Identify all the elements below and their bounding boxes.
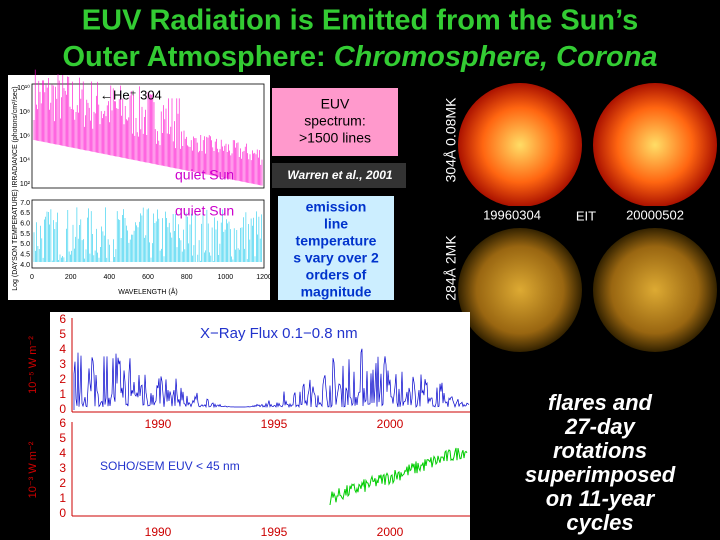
tick-label: 0 [30,274,34,281]
tick-label: 4.5 [20,252,30,259]
tick-label: 7.0 [20,200,30,207]
box-line: line [324,216,348,232]
box-line: orders of [306,267,367,283]
plot-frame [31,83,265,189]
tick-label: 5 [59,327,66,341]
panel-label: quiet Sun [175,167,234,183]
box-line: spectrum: [304,113,365,129]
xray-trace [73,348,470,410]
box-line: temperature [296,233,377,249]
title-line: EUV Radiation is Emitted from the Sun’s [82,5,638,37]
tick-label: 6 [59,312,66,326]
tick-label: 3 [59,357,66,371]
tick-label: 3 [59,461,66,475]
title-part: Chromosphere, Corona [334,41,658,73]
image-date: 19960304 [483,207,541,222]
tick-label: 10¹⁰ [17,84,30,92]
tick-label: 1990 [145,525,172,539]
box-line: EUV [321,96,350,112]
box-background [278,196,394,300]
y-axis-label: 10⁻⁵ W m⁻² [27,336,39,394]
timeseries-figure [50,312,470,540]
temperature-trace [33,207,262,262]
tick-label: 1995 [261,417,288,431]
tick-label: 1 [59,491,66,505]
tick-label: 2000 [377,417,404,431]
tick-label: 5.0 [20,241,30,248]
y-axis-label: Log (DAYSON TEMPERATURE) [12,189,19,291]
x-axis-label: WAVELENGTH (Å) [118,287,178,296]
tick-label: 5.5 [20,231,30,238]
tick-label: 0 [59,402,66,416]
y-axis-label: IRRADIANCE (photons/cm²/sec) [12,86,19,187]
tick-label: 200 [65,274,77,281]
spectrum-lines [33,69,263,186]
caption: flares and27-dayrotationssuperimposedon … [525,390,676,535]
euv-path [329,447,468,506]
sun-image [458,228,582,352]
temperature-lines [33,207,262,262]
tick-label: 2000 [377,525,404,539]
box-line: s vary over 2 [293,250,379,266]
citation: Warren et al., 2001 [287,168,392,182]
tick-label: 10⁶ [19,133,30,140]
title-line: Outer Atmosphere: Chromosphere, Corona [62,41,657,73]
tick-label: 4.0 [20,262,30,269]
caption-line: superimposed [525,462,676,487]
tick-label: 800 [181,274,193,281]
annotation: ←He⁺ 304 [100,87,162,102]
plot-title: SOHO/SEM EUV < 45 nm [100,459,240,473]
spectrum-figure [8,75,270,300]
tick-label: 600 [142,274,154,281]
tick-label: 10² [20,181,31,188]
plot-title: X−Ray Flux 0.1−0.8 nm [200,325,358,342]
tick-label: 6.0 [20,221,30,228]
caption-line: rotations [553,438,647,463]
sun-image [593,228,717,352]
caption-line: cycles [566,510,633,535]
tick-label: 10⁸ [19,109,30,116]
spectrum-trace [33,69,263,186]
tick-label: 1995 [261,525,288,539]
tick-label: 10⁴ [19,157,30,164]
sun-image [593,83,717,207]
box-line: >1500 lines [299,130,371,146]
euv-trace [329,447,468,506]
image-label: 304Å 0.08MK [443,97,459,182]
tick-label: 1000 [218,274,234,281]
label-strip [470,206,720,226]
caption-line: flares and [548,390,652,415]
tick-label: 1200 [256,274,272,281]
tick-label: 2 [59,476,66,490]
box-line: magnitude [301,284,372,300]
tick-label: 0 [59,506,66,520]
xray-path [73,348,470,410]
y-axis-label: 10⁻³ W m⁻² [27,441,39,498]
tick-label: 5 [59,431,66,445]
plot-frame [31,199,265,269]
spectrum-box [272,88,398,156]
tick-label: 6 [59,416,66,430]
image-label: 284Å 2MK [443,235,459,301]
tick-label: 1 [59,387,66,401]
instrument: EIT [576,208,596,223]
tick-label: 1990 [145,417,172,431]
tick-label: 400 [103,274,115,281]
caption-line: 27-day [564,414,636,439]
tick-label: 6.5 [20,210,30,217]
caption-line: on 11-year [546,486,656,511]
image-date: 20000502 [626,207,684,222]
tick-label: 4 [59,342,66,356]
citation-box [272,163,406,188]
box-line: emission [306,199,367,215]
sun-image [458,83,582,207]
tick-label: 4 [59,446,66,460]
tick-label: 2 [59,372,66,386]
panel-label: quiet Sun [175,203,234,219]
title-part: Outer Atmosphere: [62,41,333,73]
